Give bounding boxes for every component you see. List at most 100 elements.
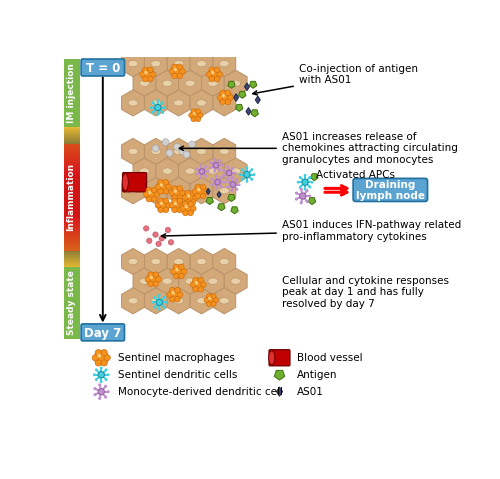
FancyBboxPatch shape <box>64 217 80 218</box>
FancyBboxPatch shape <box>64 159 80 160</box>
FancyBboxPatch shape <box>64 152 80 153</box>
FancyBboxPatch shape <box>64 189 80 190</box>
Circle shape <box>184 192 196 204</box>
Ellipse shape <box>185 80 195 86</box>
FancyBboxPatch shape <box>64 173 80 174</box>
Circle shape <box>214 180 220 185</box>
FancyBboxPatch shape <box>64 138 80 139</box>
Circle shape <box>153 296 156 299</box>
Circle shape <box>218 159 221 162</box>
Ellipse shape <box>268 351 275 365</box>
FancyBboxPatch shape <box>64 201 80 202</box>
FancyBboxPatch shape <box>64 202 80 203</box>
Polygon shape <box>168 138 190 164</box>
Polygon shape <box>144 178 168 204</box>
Circle shape <box>220 176 222 179</box>
Circle shape <box>98 372 104 378</box>
Polygon shape <box>156 70 178 96</box>
Circle shape <box>209 67 214 73</box>
FancyBboxPatch shape <box>64 198 80 199</box>
Circle shape <box>209 167 212 169</box>
FancyBboxPatch shape <box>64 199 80 200</box>
Circle shape <box>104 354 110 361</box>
Circle shape <box>172 195 178 200</box>
Circle shape <box>193 195 198 200</box>
Circle shape <box>200 184 206 190</box>
Circle shape <box>214 297 218 302</box>
Circle shape <box>225 90 230 96</box>
FancyBboxPatch shape <box>64 187 80 188</box>
FancyBboxPatch shape <box>64 215 80 216</box>
Polygon shape <box>190 249 213 274</box>
FancyBboxPatch shape <box>64 202 80 203</box>
Circle shape <box>148 76 153 82</box>
Polygon shape <box>190 178 213 204</box>
Circle shape <box>174 274 179 279</box>
Circle shape <box>181 269 187 274</box>
Polygon shape <box>190 90 213 116</box>
FancyBboxPatch shape <box>64 255 80 256</box>
Text: AS01 increases release of
chemokines attracting circulating
granulocytes and mon: AS01 increases release of chemokines att… <box>180 132 458 165</box>
FancyBboxPatch shape <box>64 141 80 142</box>
Circle shape <box>100 380 102 383</box>
Polygon shape <box>168 288 190 314</box>
Circle shape <box>156 113 159 116</box>
FancyBboxPatch shape <box>64 160 80 161</box>
Polygon shape <box>274 370 284 380</box>
Polygon shape <box>224 268 247 294</box>
Polygon shape <box>144 51 168 77</box>
Circle shape <box>190 190 196 196</box>
Circle shape <box>169 203 174 208</box>
Polygon shape <box>122 249 144 274</box>
Circle shape <box>230 182 236 187</box>
FancyBboxPatch shape <box>64 245 80 246</box>
Circle shape <box>211 302 216 307</box>
Circle shape <box>160 183 163 187</box>
Polygon shape <box>276 387 282 396</box>
Circle shape <box>152 111 154 114</box>
Ellipse shape <box>231 80 240 86</box>
FancyBboxPatch shape <box>64 178 80 179</box>
Text: Draining
lymph node: Draining lymph node <box>356 180 425 202</box>
Circle shape <box>308 194 312 198</box>
Circle shape <box>98 383 101 387</box>
FancyBboxPatch shape <box>64 170 80 171</box>
Polygon shape <box>231 207 238 214</box>
Ellipse shape <box>162 168 172 174</box>
FancyBboxPatch shape <box>64 212 80 213</box>
Circle shape <box>226 181 229 183</box>
FancyBboxPatch shape <box>64 262 80 263</box>
Ellipse shape <box>162 80 172 86</box>
Circle shape <box>153 306 156 308</box>
Circle shape <box>146 187 152 193</box>
FancyBboxPatch shape <box>64 217 80 218</box>
Circle shape <box>95 378 98 381</box>
FancyBboxPatch shape <box>64 188 80 189</box>
FancyBboxPatch shape <box>64 214 80 215</box>
Circle shape <box>180 203 186 208</box>
Circle shape <box>105 378 108 381</box>
Circle shape <box>152 196 157 202</box>
Circle shape <box>222 94 225 97</box>
Circle shape <box>163 198 168 204</box>
FancyBboxPatch shape <box>64 209 80 210</box>
FancyBboxPatch shape <box>64 157 80 158</box>
Polygon shape <box>156 158 178 184</box>
Ellipse shape <box>196 188 206 194</box>
Circle shape <box>192 286 198 292</box>
Text: Inflammation: Inflammation <box>66 163 76 231</box>
FancyBboxPatch shape <box>64 194 80 195</box>
Text: Antigen: Antigen <box>296 370 337 380</box>
Circle shape <box>162 139 169 146</box>
Circle shape <box>217 95 223 100</box>
Circle shape <box>192 112 196 115</box>
FancyBboxPatch shape <box>64 193 80 194</box>
FancyBboxPatch shape <box>64 227 80 228</box>
FancyBboxPatch shape <box>64 184 80 185</box>
Circle shape <box>166 149 173 157</box>
Circle shape <box>171 187 183 199</box>
FancyBboxPatch shape <box>64 246 80 247</box>
Circle shape <box>300 193 306 199</box>
Polygon shape <box>144 249 168 274</box>
Text: Blood vessel: Blood vessel <box>296 353 362 363</box>
